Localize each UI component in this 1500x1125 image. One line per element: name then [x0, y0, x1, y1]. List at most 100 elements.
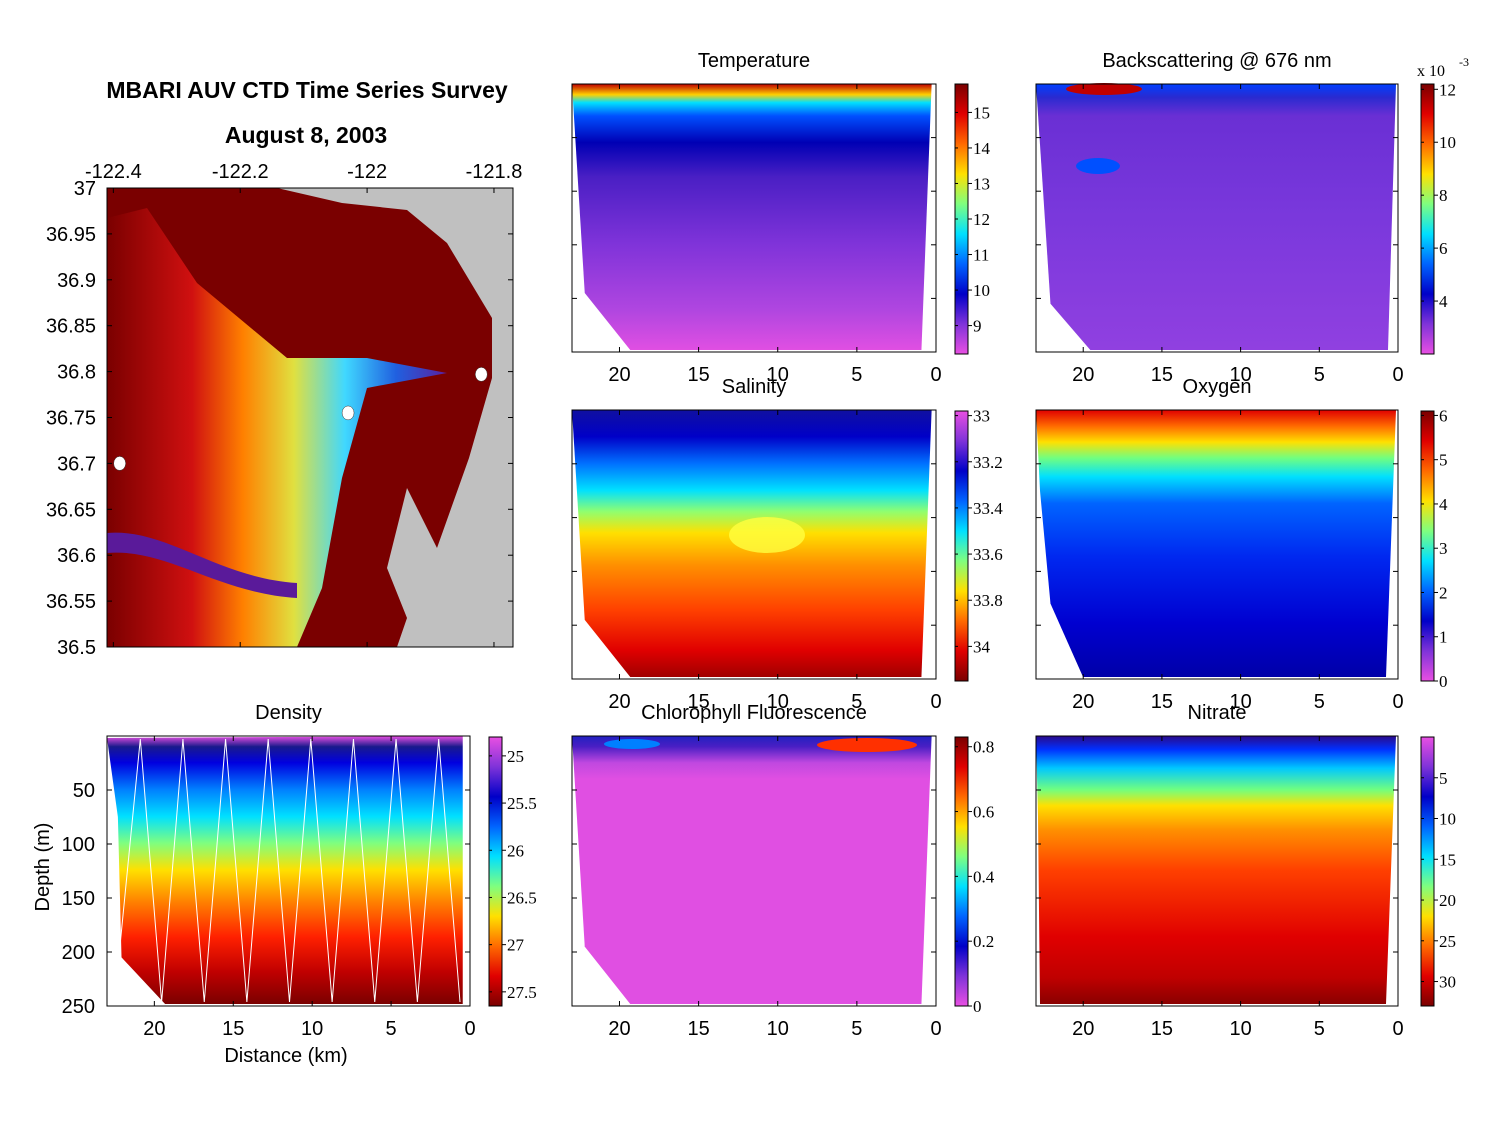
- density-xtick-label: 10: [301, 1018, 323, 1040]
- salinity-colorbar-label: 34: [973, 637, 991, 656]
- chlorophyll-bloom-patch: [817, 738, 917, 752]
- map-ytick-label: 36.7: [57, 453, 96, 475]
- chlorophyll-bloom-patch-2: [604, 739, 660, 749]
- nitrate-colorbar-label: 15: [1439, 850, 1456, 869]
- chlorophyll-colorbar-label: 0.4: [973, 867, 995, 886]
- backscattering-axes: [1035, 83, 1399, 353]
- map-xtick-label: -122: [347, 161, 387, 183]
- nitrate-xtick-label: 5: [1314, 1018, 1325, 1040]
- oxygen-colorbar-label: 5: [1439, 451, 1448, 470]
- density-colorbar-fill: [488, 736, 503, 1007]
- backscattering-xtick-label: 5: [1314, 364, 1325, 386]
- density-ytick-label: 150: [62, 888, 95, 910]
- salinity-xtick-label: 15: [687, 691, 709, 713]
- density-colorbar-label: 25.5: [507, 794, 537, 813]
- map-xtick-label: -121.8: [466, 161, 523, 183]
- nitrate-xtick-label: 15: [1151, 1018, 1173, 1040]
- temperature-colorbar-label: 10: [973, 281, 990, 300]
- density-section-fill: [107, 736, 463, 1004]
- map-ytick-label: 36.85: [46, 316, 96, 338]
- backscattering-colorbar-label: 4: [1439, 292, 1448, 311]
- chlorophyll-colorbar-label: 0.2: [973, 932, 994, 951]
- backscattering-colorbar-label: 12: [1439, 80, 1456, 99]
- map-ytick-label: 36.55: [46, 591, 96, 613]
- temperature-colorbar-label: 11: [973, 246, 989, 265]
- density-colorbar-label: 26.5: [507, 888, 537, 907]
- oxygen-colorbar-label: 1: [1439, 628, 1448, 647]
- nitrate-section-fill: [1036, 736, 1396, 1004]
- density-ytick-label: 250: [62, 996, 95, 1018]
- map-ytick-label: 36.75: [46, 408, 96, 430]
- backscattering-colorbar-label: 10: [1439, 133, 1456, 152]
- salinity-colorbar-label: 33.2: [973, 453, 1003, 472]
- nitrate-colorbar: 5 10 15 20 25 30: [1420, 736, 1456, 1007]
- density-ytick-label: 50: [73, 780, 95, 802]
- temperature-xtick-label: 0: [930, 364, 941, 386]
- chlorophyll-title: Chlorophyll Fluorescence: [641, 702, 867, 724]
- salinity-colorbar-label: 33: [973, 407, 990, 426]
- chlorophyll-xtick-label: 10: [767, 1018, 789, 1040]
- temperature-colorbar-label: 9: [973, 317, 982, 336]
- temperature-title: Temperature: [698, 50, 810, 72]
- nitrate-title: Nitrate: [1188, 702, 1247, 724]
- nitrate-axes: [1035, 735, 1399, 1007]
- temperature-colorbar-label: 13: [973, 174, 990, 193]
- oxygen-colorbar-label: 6: [1439, 406, 1448, 425]
- salinity-axes: [571, 409, 937, 680]
- oxygen-colorbar-label: 3: [1439, 539, 1448, 558]
- density-title: Density: [255, 702, 322, 724]
- nitrate-colorbar-label: 5: [1439, 769, 1448, 788]
- backscattering-xtick-label: 20: [1072, 364, 1094, 386]
- chlorophyll-xtick-label: 5: [851, 1018, 862, 1040]
- density-xlabel: Distance (km): [224, 1045, 347, 1067]
- temperature-xtick-label: 10: [767, 364, 789, 386]
- salinity-xtick-label: 10: [767, 691, 789, 713]
- density-ytick-label: 200: [62, 942, 95, 964]
- temperature-xtick-label: 20: [608, 364, 630, 386]
- density-xtick-label: 20: [143, 1018, 165, 1040]
- salinity-colorbar-label: 33.6: [973, 545, 1003, 564]
- nitrate-colorbar-label: 10: [1439, 810, 1456, 829]
- oxygen-xtick-label: 0: [1392, 691, 1403, 713]
- salinity-colorbar-fill: [954, 410, 969, 682]
- density-xtick-label: 5: [386, 1018, 397, 1040]
- chlorophyll-colorbar-label: 0.8: [973, 738, 994, 757]
- salinity-title: Salinity: [722, 376, 786, 398]
- temperature-axes: [571, 83, 937, 353]
- chlorophyll-colorbar-label: 0.6: [973, 803, 994, 822]
- map-xtick-label: -122.2: [212, 161, 269, 183]
- oxygen-xtick-label: 20: [1072, 691, 1094, 713]
- nitrate-xtick-label: 10: [1229, 1018, 1251, 1040]
- density-xtick-label: 0: [464, 1018, 475, 1040]
- salinity-fresh-core: [729, 517, 805, 553]
- salinity-colorbar-label: 33.4: [973, 499, 1003, 518]
- salinity-xtick-label: 5: [851, 691, 862, 713]
- chlorophyll-xtick-label: 15: [687, 1018, 709, 1040]
- map-station-marker: [113, 456, 126, 471]
- oxygen-xtick-label: 10: [1229, 691, 1251, 713]
- oxygen-xtick-label: 15: [1151, 691, 1173, 713]
- density-colorbar-label: 25: [507, 747, 524, 766]
- density-track-lines: [118, 738, 461, 1003]
- backscattering-colorbar: 4 6 8 10 12x 10 -3: [1417, 55, 1469, 355]
- oxygen-title: Oxygen: [1183, 376, 1252, 398]
- oxygen-colorbar: 0 1 2 3 4 5 6: [1420, 406, 1448, 691]
- nitrate-colorbar-fill: [1420, 736, 1435, 1007]
- chlorophyll-xtick-label: 0: [930, 1018, 941, 1040]
- temperature-colorbar-label: 12: [973, 210, 990, 229]
- chlorophyll-section-fill: [572, 736, 932, 1004]
- map-deep-channel: [107, 532, 297, 598]
- map-panel: -122.4 -122.2 -122 -121.8 37 36.95 36.9 36.85 36…: [46, 161, 522, 659]
- chlorophyll-colorbar-fill: [954, 736, 969, 1007]
- oxygen-axes: [1035, 409, 1399, 680]
- backscattering-subsurface-patch: [1076, 158, 1120, 174]
- oxygen-section-fill: [1036, 410, 1396, 677]
- salinity-colorbar: 33 33.2 33.4 33.6 33.8 34: [954, 407, 1003, 682]
- oxygen-colorbar-label: 2: [1439, 583, 1448, 602]
- map-ytick-label: 36.5: [57, 637, 96, 659]
- density-colorbar: 25 25.5 26 26.5 27 27.5: [488, 736, 537, 1007]
- map-ytick-label: 36.95: [46, 224, 96, 246]
- nitrate-colorbar-label: 25: [1439, 932, 1456, 951]
